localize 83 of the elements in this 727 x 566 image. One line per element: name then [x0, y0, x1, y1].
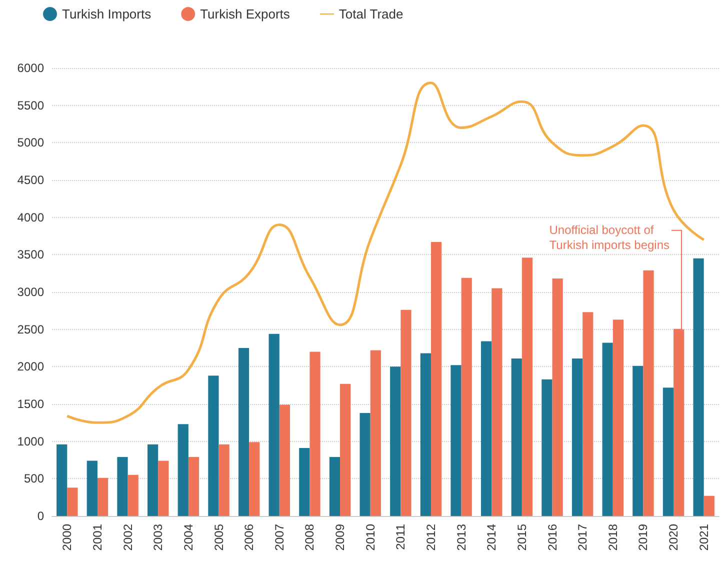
y-tick-label: 6000 [17, 61, 44, 75]
bar [208, 376, 219, 516]
x-tick-label: 2008 [302, 524, 317, 551]
bar [461, 278, 472, 516]
x-tick-label: 2016 [545, 524, 560, 551]
x-tick-label: 2020 [666, 524, 681, 551]
line-series [66, 82, 706, 424]
bar [370, 350, 381, 516]
bar [450, 365, 462, 516]
y-tick-label: 5000 [17, 136, 44, 150]
bar [238, 348, 250, 516]
bar [390, 366, 401, 516]
bar [128, 474, 138, 516]
x-tick-label: 2000 [60, 524, 74, 551]
x-tick-label: 2003 [151, 524, 166, 551]
bar [572, 358, 583, 516]
bar [400, 310, 412, 516]
bar [552, 278, 563, 516]
x-tick-label: 2013 [454, 524, 468, 551]
x-tick-label: 2001 [90, 524, 104, 551]
x-tick-label: 2009 [333, 524, 348, 551]
bar [430, 242, 442, 516]
bar [117, 457, 128, 516]
legend-label: Total Trade [338, 6, 404, 22]
x-tick-label: 2010 [363, 524, 378, 551]
bar [481, 341, 492, 516]
x-tick-label: 2018 [606, 524, 620, 551]
bar [420, 353, 431, 516]
bar [492, 288, 502, 516]
bar [340, 384, 351, 516]
bar [542, 379, 552, 516]
bar [148, 444, 158, 516]
y-tick-label: 4500 [17, 173, 44, 187]
x-tick-label: 2021 [696, 524, 711, 551]
bar [582, 312, 594, 516]
bar [188, 457, 200, 516]
annotation: Unofficial boycott of Turkish imports begins [549, 222, 670, 252]
y-tick-label: 1500 [17, 397, 44, 411]
x-tick-label: 2011 [394, 524, 408, 550]
x-tick-label: 2014 [484, 524, 499, 551]
x-tick-label: 2004 [181, 524, 196, 551]
bar [56, 444, 68, 516]
bar [693, 258, 704, 516]
bar [299, 448, 310, 516]
x-tick-label: 2007 [272, 524, 286, 551]
x-tick-label: 2002 [120, 524, 135, 551]
bar [218, 444, 230, 516]
y-tick-label: 5500 [17, 98, 44, 112]
legend-label: Turkish Exports [200, 6, 290, 22]
bar [268, 334, 280, 516]
bar [86, 460, 98, 516]
x-tick-label: 2005 [212, 524, 226, 551]
y-tick-label: 4000 [17, 210, 44, 224]
bar [602, 342, 613, 516]
bar [643, 270, 654, 516]
y-tick-label: 2500 [17, 322, 44, 336]
y-tick-label: 3500 [17, 248, 44, 262]
x-tick-label: 2015 [514, 524, 529, 551]
x-tick-label: 2019 [636, 524, 650, 551]
bar [329, 457, 340, 516]
x-tick-label: 2006 [242, 524, 256, 551]
y-tick-label: 0 [37, 509, 44, 523]
x-tick-label: 2012 [424, 524, 438, 551]
bar [249, 442, 260, 516]
bar [279, 404, 290, 516]
x-tick-label: 2017 [576, 524, 590, 551]
bar [662, 388, 674, 516]
bar [632, 366, 644, 516]
bar [158, 460, 169, 516]
y-tick-label: 500 [24, 472, 44, 486]
legend-label: Turkish Imports [62, 6, 152, 22]
bar [704, 496, 714, 516]
bar [178, 424, 188, 516]
bar [612, 320, 624, 516]
bar [67, 488, 78, 516]
bar [360, 412, 370, 516]
y-tick-label: 3000 [17, 285, 44, 299]
y-tick-label: 1000 [17, 434, 44, 448]
bar [522, 258, 533, 516]
bar [310, 352, 320, 516]
bar [511, 358, 522, 516]
y-tick-label: 2000 [17, 360, 44, 374]
bar [97, 478, 108, 516]
